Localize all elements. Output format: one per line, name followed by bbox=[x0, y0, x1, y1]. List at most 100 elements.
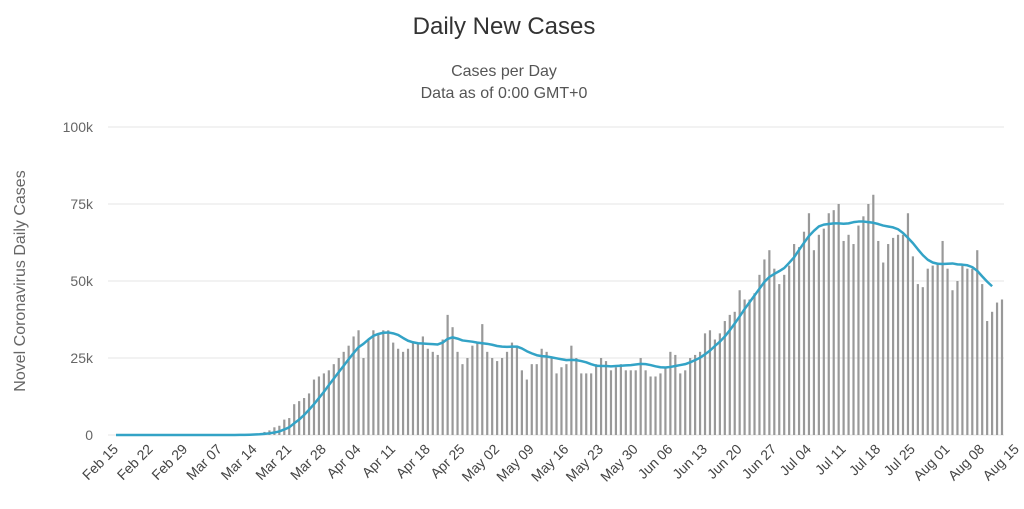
y-axis-ticks: 0 25k 50k 75k 100k bbox=[63, 119, 94, 443]
bar bbox=[822, 228, 825, 435]
moving-average-line bbox=[116, 220, 993, 437]
bar bbox=[585, 373, 588, 435]
y-tick-label: 75k bbox=[70, 196, 94, 212]
bar bbox=[550, 358, 553, 435]
bar bbox=[540, 348, 543, 435]
bar bbox=[703, 333, 707, 435]
bar bbox=[689, 358, 692, 435]
bar bbox=[461, 364, 464, 435]
bar bbox=[342, 351, 345, 435]
bar bbox=[446, 314, 449, 435]
bar bbox=[639, 358, 642, 435]
bar bbox=[728, 314, 731, 435]
bar bbox=[500, 358, 504, 435]
bar bbox=[872, 194, 875, 435]
bar bbox=[496, 361, 499, 435]
bar bbox=[604, 361, 608, 435]
y-tick-label: 50k bbox=[70, 273, 94, 289]
y-tick-label: 0 bbox=[85, 427, 93, 443]
bar bbox=[659, 373, 662, 435]
x-tick-label: Jul 11 bbox=[812, 441, 849, 478]
bar bbox=[743, 299, 746, 435]
bar bbox=[986, 321, 989, 435]
bar bbox=[832, 210, 835, 435]
bar bbox=[322, 373, 325, 435]
bar bbox=[694, 354, 697, 435]
bar bbox=[426, 348, 429, 435]
bar bbox=[926, 268, 929, 435]
x-tick-label: May 30 bbox=[597, 441, 641, 485]
bar bbox=[491, 358, 494, 435]
bar bbox=[327, 370, 330, 435]
x-tick-label: Mar 14 bbox=[218, 441, 260, 483]
bar bbox=[763, 259, 766, 435]
bar bbox=[698, 351, 702, 435]
bar bbox=[733, 311, 736, 435]
bar bbox=[481, 324, 484, 435]
bar bbox=[906, 213, 910, 435]
bar bbox=[367, 339, 370, 435]
bar bbox=[723, 321, 726, 435]
bar bbox=[595, 364, 598, 435]
bar bbox=[590, 373, 593, 435]
bar bbox=[382, 330, 385, 435]
bar bbox=[372, 330, 375, 435]
bar bbox=[654, 376, 657, 435]
bar bbox=[1000, 299, 1004, 435]
bar bbox=[570, 345, 573, 435]
moving-average-series bbox=[116, 220, 993, 437]
bar bbox=[778, 284, 781, 435]
bar bbox=[802, 231, 806, 435]
bar bbox=[956, 281, 959, 435]
bar bbox=[352, 336, 355, 435]
bar bbox=[797, 247, 801, 435]
bar-series bbox=[233, 194, 1004, 435]
bar bbox=[862, 216, 865, 435]
bar bbox=[941, 240, 944, 435]
bar bbox=[842, 240, 845, 435]
x-tick-label: Aug 01 bbox=[910, 441, 953, 484]
x-tick-label: Feb 22 bbox=[114, 441, 156, 483]
x-tick-label: Mar 07 bbox=[183, 441, 225, 483]
bar bbox=[911, 256, 915, 435]
x-tick-label: Jun 06 bbox=[634, 441, 675, 482]
chart-subtitle-line-1: Cases per Day bbox=[451, 63, 557, 80]
bar bbox=[936, 262, 939, 435]
bar bbox=[758, 274, 761, 435]
bar bbox=[783, 274, 786, 435]
bar bbox=[397, 348, 400, 435]
bar bbox=[515, 345, 519, 435]
bar bbox=[406, 348, 410, 435]
bar bbox=[471, 345, 474, 435]
bar bbox=[535, 364, 538, 435]
bar bbox=[599, 358, 603, 435]
x-tick-label: May 02 bbox=[458, 441, 502, 485]
bar bbox=[273, 427, 276, 435]
bar bbox=[991, 311, 994, 435]
bar bbox=[392, 342, 395, 435]
y-axis-label: Novel Coronavirus Daily Cases bbox=[12, 170, 29, 391]
x-tick-label: Mar 21 bbox=[252, 441, 294, 483]
x-tick-label: May 23 bbox=[562, 441, 606, 485]
bar bbox=[629, 370, 632, 435]
bar bbox=[807, 213, 811, 435]
bar bbox=[436, 354, 439, 435]
bar bbox=[332, 364, 335, 435]
bar bbox=[738, 290, 741, 435]
bar bbox=[679, 373, 682, 435]
bar bbox=[946, 268, 949, 435]
x-tick-label: Feb 15 bbox=[79, 441, 121, 483]
bar bbox=[793, 244, 796, 435]
y-tick-label: 25k bbox=[70, 350, 94, 366]
bar bbox=[669, 351, 672, 435]
bar bbox=[431, 351, 434, 435]
gridlines bbox=[108, 126, 1004, 436]
bar bbox=[357, 330, 360, 435]
bar bbox=[788, 265, 791, 435]
bar bbox=[961, 265, 964, 435]
bar bbox=[347, 345, 350, 435]
x-tick-label: Jun 13 bbox=[669, 441, 710, 482]
bar bbox=[421, 336, 424, 435]
bar bbox=[817, 234, 820, 435]
bar bbox=[971, 268, 974, 435]
